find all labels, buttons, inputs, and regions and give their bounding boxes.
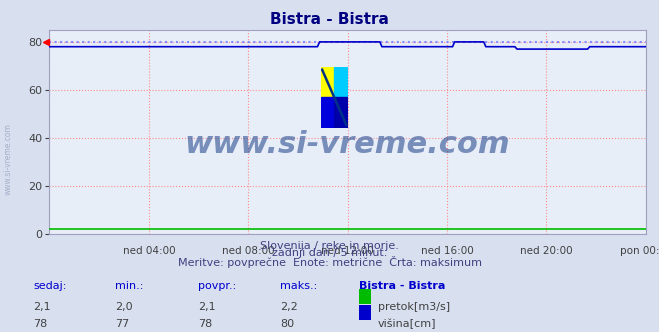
Text: pretok[m3/s]: pretok[m3/s] — [378, 302, 449, 312]
Text: www.si-vreme.com: www.si-vreme.com — [3, 124, 13, 195]
Text: 77: 77 — [115, 319, 130, 329]
Text: 2,2: 2,2 — [280, 302, 298, 312]
Text: 2,0: 2,0 — [115, 302, 133, 312]
Text: ned 16:00: ned 16:00 — [420, 246, 473, 256]
Text: ned 08:00: ned 08:00 — [222, 246, 275, 256]
Text: Bistra - Bistra: Bistra - Bistra — [359, 281, 445, 290]
Text: ned 20:00: ned 20:00 — [520, 246, 573, 256]
Text: www.si-vreme.com: www.si-vreme.com — [185, 130, 511, 159]
Text: ned 12:00: ned 12:00 — [321, 246, 374, 256]
Text: zadnji dan / 5 minut.: zadnji dan / 5 minut. — [272, 248, 387, 258]
Text: 2,1: 2,1 — [33, 302, 51, 312]
Text: 80: 80 — [280, 319, 294, 329]
Text: 78: 78 — [198, 319, 212, 329]
Text: Bistra - Bistra: Bistra - Bistra — [270, 12, 389, 27]
Text: min.:: min.: — [115, 281, 144, 290]
Text: sedaj:: sedaj: — [33, 281, 67, 290]
Text: Meritve: povprečne  Enote: metrične  Črta: maksimum: Meritve: povprečne Enote: metrične Črta:… — [177, 256, 482, 268]
Text: maks.:: maks.: — [280, 281, 318, 290]
Text: višina[cm]: višina[cm] — [378, 319, 436, 329]
Text: 2,1: 2,1 — [198, 302, 215, 312]
Text: povpr.:: povpr.: — [198, 281, 236, 290]
Text: Slovenija / reke in morje.: Slovenija / reke in morje. — [260, 241, 399, 251]
Text: pon 00:00: pon 00:00 — [619, 246, 659, 256]
Text: 78: 78 — [33, 319, 47, 329]
Text: ned 04:00: ned 04:00 — [123, 246, 175, 256]
